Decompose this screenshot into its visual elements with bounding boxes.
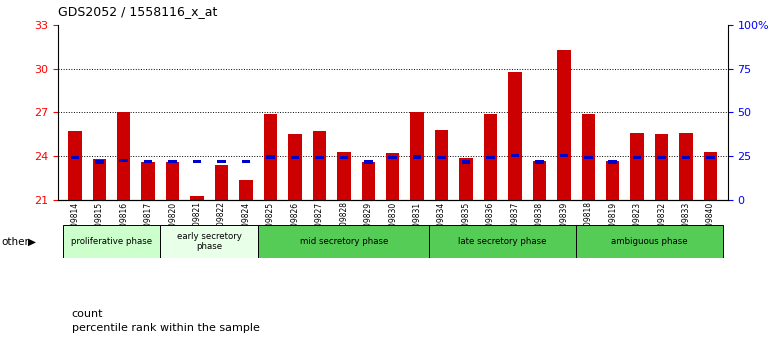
Bar <box>337 152 350 200</box>
Text: percentile rank within the sample: percentile rank within the sample <box>72 323 259 333</box>
Bar <box>486 156 495 159</box>
Bar <box>258 225 430 258</box>
Bar <box>169 160 177 163</box>
Bar <box>535 160 544 164</box>
Bar <box>288 134 302 200</box>
Bar <box>362 162 375 200</box>
Bar <box>71 156 79 159</box>
Bar <box>290 156 300 159</box>
Bar <box>581 114 595 200</box>
Bar <box>484 114 497 200</box>
Bar <box>533 161 546 200</box>
Bar <box>144 160 152 163</box>
Bar <box>606 161 619 200</box>
Bar <box>340 156 348 159</box>
Bar <box>190 196 204 200</box>
Text: ▶: ▶ <box>28 236 35 247</box>
Bar <box>681 156 691 159</box>
Bar <box>266 155 275 159</box>
Bar <box>584 156 593 159</box>
Text: ambiguous phase: ambiguous phase <box>611 237 688 246</box>
Bar <box>192 160 202 163</box>
Bar <box>435 130 448 200</box>
Bar <box>460 158 473 200</box>
Bar <box>410 113 424 200</box>
Text: mid secretory phase: mid secretory phase <box>300 237 388 246</box>
Bar <box>430 225 576 258</box>
Bar <box>62 225 160 258</box>
Bar <box>313 131 326 200</box>
Bar <box>386 153 400 200</box>
Text: proliferative phase: proliferative phase <box>71 237 152 246</box>
Bar <box>608 160 617 164</box>
Bar <box>315 156 323 159</box>
Bar <box>95 160 104 164</box>
Bar <box>655 134 668 200</box>
Bar <box>576 225 723 258</box>
Bar <box>160 225 258 258</box>
Bar <box>462 160 470 164</box>
Bar <box>215 165 228 200</box>
Bar <box>706 156 715 159</box>
Bar <box>658 156 666 159</box>
Bar <box>511 154 519 157</box>
Bar <box>68 131 82 200</box>
Bar <box>704 152 718 200</box>
Bar <box>631 133 644 200</box>
Bar <box>679 133 693 200</box>
Bar <box>217 160 226 163</box>
Text: late secretory phase: late secretory phase <box>458 237 547 246</box>
Bar <box>117 113 130 200</box>
Bar <box>142 162 155 200</box>
Text: other: other <box>2 236 29 247</box>
Bar <box>437 156 446 159</box>
Bar <box>119 159 128 162</box>
Bar <box>388 156 397 159</box>
Text: count: count <box>72 309 103 319</box>
Text: GDS2052 / 1558116_x_at: GDS2052 / 1558116_x_at <box>58 5 217 18</box>
Bar <box>92 159 106 200</box>
Bar <box>242 160 250 163</box>
Bar <box>557 50 571 200</box>
Bar <box>264 114 277 200</box>
Bar <box>166 162 179 200</box>
Bar <box>413 155 421 159</box>
Bar <box>364 160 373 164</box>
Bar <box>508 72 521 200</box>
Bar <box>239 179 253 200</box>
Bar <box>560 154 568 157</box>
Bar <box>633 156 641 159</box>
Text: early secretory
phase: early secretory phase <box>177 232 242 251</box>
